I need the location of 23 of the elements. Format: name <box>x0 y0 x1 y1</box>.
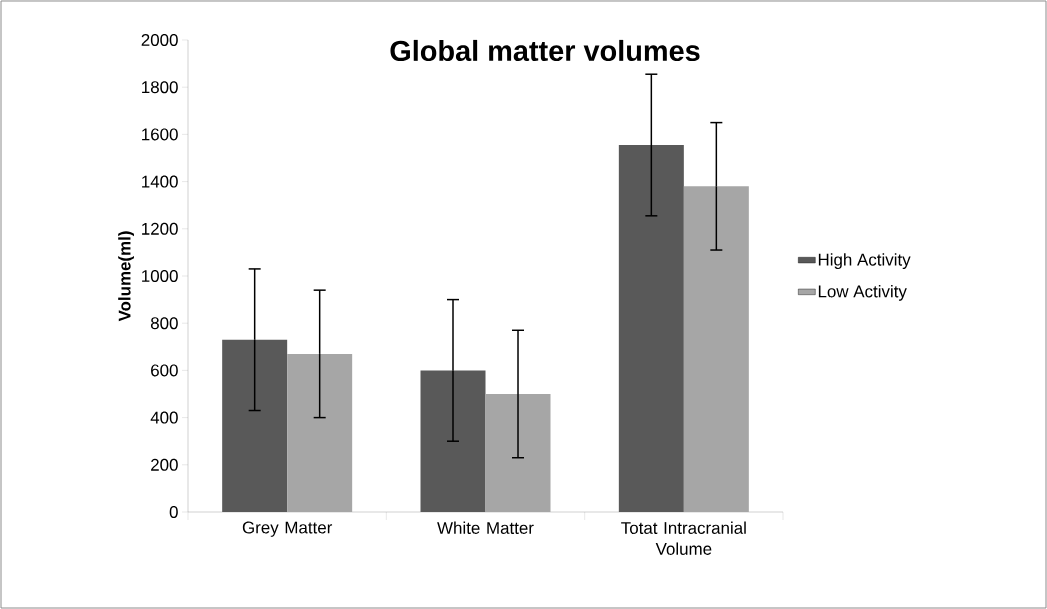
y-tick-label: 1000 <box>142 270 178 282</box>
bar <box>618 145 684 512</box>
legend-label: Low Activity <box>818 285 907 301</box>
bar <box>287 353 353 512</box>
y-tick-label: 1200 <box>142 222 178 235</box>
x-tick-label: White Matter <box>437 521 534 534</box>
y-tick-label: 200 <box>151 458 178 471</box>
y-tick-label: 600 <box>151 364 178 377</box>
y-tick-label: 1600 <box>142 128 178 141</box>
bar <box>222 339 288 512</box>
y-tick-label: 0 <box>169 506 178 518</box>
bar <box>420 370 486 512</box>
y-tick-label: 800 <box>150 317 178 330</box>
chart-title: Global matter volumes <box>390 39 700 62</box>
y-tick-label: 400 <box>150 411 178 424</box>
y-tick-label: 2000 <box>141 34 178 46</box>
y-axis-title: Volume(ml) <box>118 231 134 322</box>
y-tick-label: 1400 <box>142 175 178 188</box>
x-tick-label: Grey Matter <box>242 521 333 537</box>
x-tick-label: Totat Intracranial Volume <box>621 521 746 555</box>
legend-label: High Activity <box>818 253 911 270</box>
y-tick-label: 1800 <box>142 81 178 94</box>
bar <box>683 186 749 512</box>
